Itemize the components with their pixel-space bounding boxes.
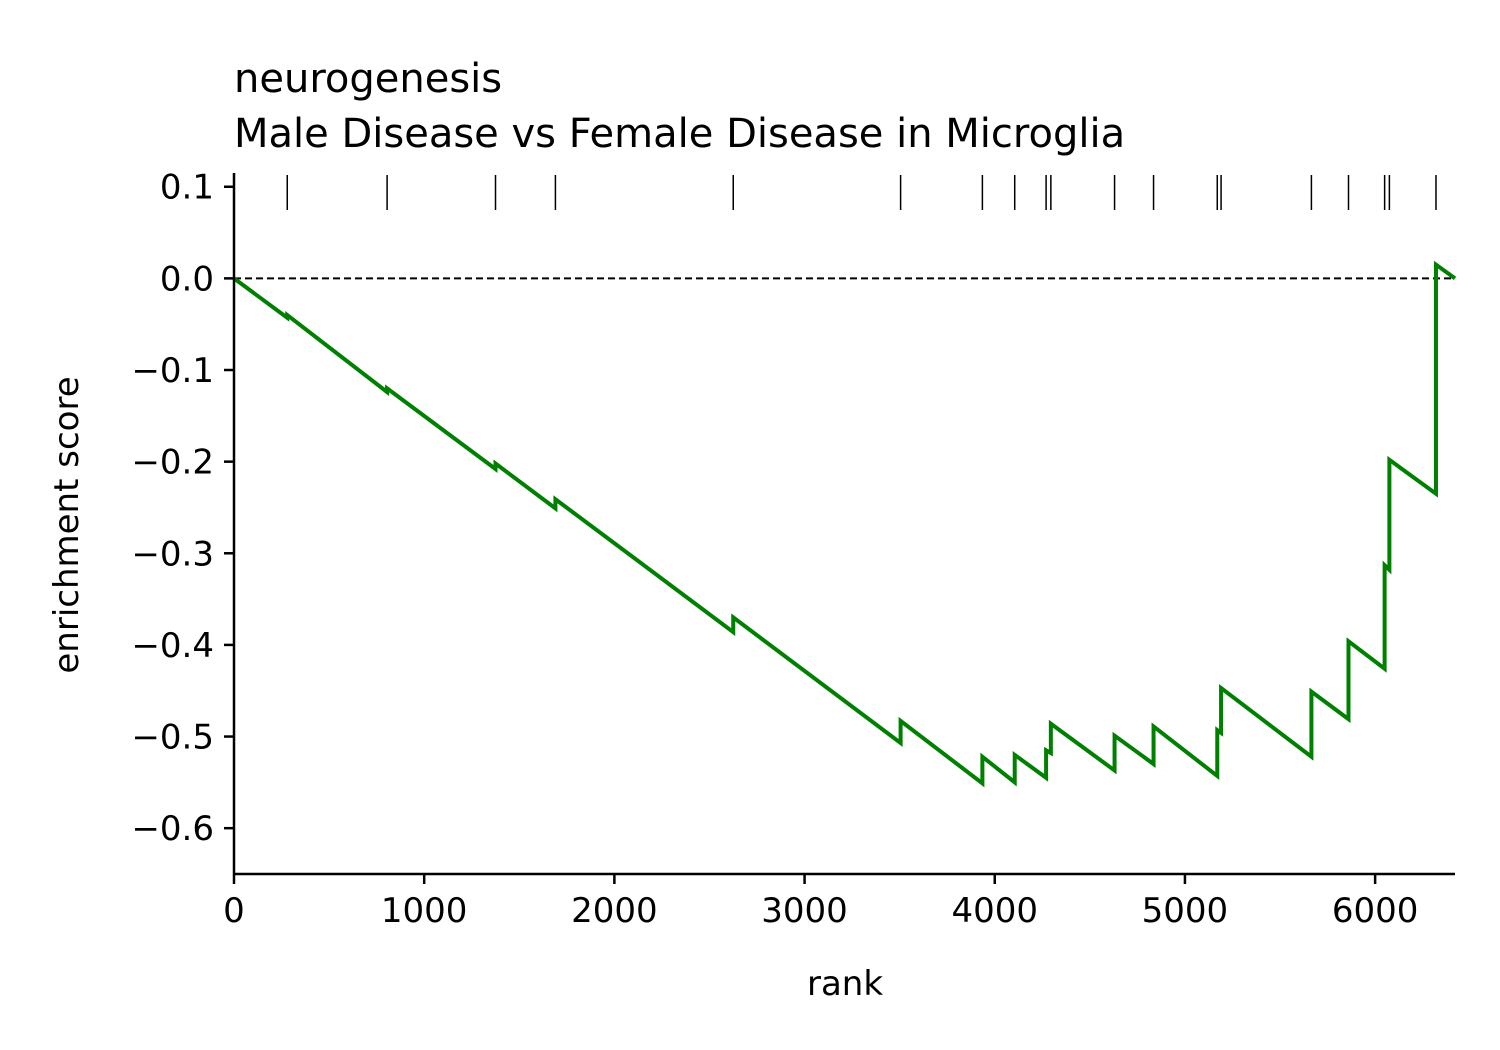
x-tick-label: 0: [223, 891, 245, 931]
y-tick-label: −0.4: [131, 626, 214, 666]
y-tick-label: 0.0: [160, 259, 214, 299]
x-tick-label: 4000: [951, 891, 1038, 931]
y-tick-label: −0.5: [131, 718, 214, 758]
y-tick-label: −0.2: [131, 443, 214, 483]
y-tick-label: −0.1: [131, 351, 214, 391]
y-tick-label: 0.1: [160, 168, 214, 208]
chart-title: neurogenesis: [234, 56, 502, 102]
y-axis-ticks: 0.1 0.0 −0.1 −0.2 −0.3 −0.4 −0.5 −0.6: [131, 168, 234, 849]
x-axis-ticks: 0 1000 2000 3000 4000 5000 6000: [223, 874, 1418, 931]
x-tick-label: 3000: [761, 891, 848, 931]
y-tick-label: −0.6: [131, 809, 214, 849]
x-axis-label: rank: [807, 964, 883, 1004]
enrichment-score-line: [232, 260, 1457, 788]
y-axis-label: enrichment score: [47, 376, 87, 673]
gene-hit-markers: [286, 175, 1437, 210]
x-tick-label: 2000: [571, 891, 658, 931]
x-tick-label: 5000: [1142, 891, 1229, 931]
x-tick-label: 6000: [1332, 891, 1419, 931]
y-tick-label: −0.3: [131, 534, 214, 574]
x-tick-label: 1000: [381, 891, 468, 931]
chart-subtitle: Male Disease vs Female Disease in Microg…: [234, 111, 1125, 157]
